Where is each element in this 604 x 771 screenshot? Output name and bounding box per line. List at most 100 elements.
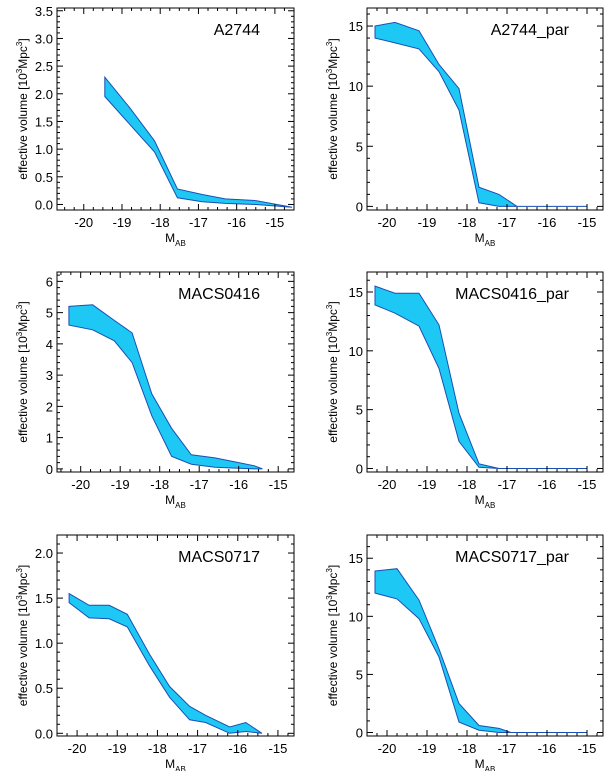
x-tick-label: -19 xyxy=(108,741,127,756)
y-tick-label: 2.5 xyxy=(35,59,53,74)
panel-2: -20 -19 -18 -17 -16 -15 0 5 10 15 A2744_par MAB effe… xyxy=(325,7,604,248)
x-tick-label: -20 xyxy=(71,477,90,492)
volume-band xyxy=(374,285,587,469)
y-axis-label-part: Mpc xyxy=(326,309,340,332)
y-axis-label-part: ] xyxy=(16,38,30,41)
y-tick-label: 10 xyxy=(349,79,363,94)
x-axis-label-main: M xyxy=(475,493,485,507)
y-axis-label-superscript: 3 xyxy=(15,68,24,73)
y-tick-label: 4 xyxy=(46,337,53,352)
y-tick-label: 15 xyxy=(349,19,363,34)
y-axis-label-part: ] xyxy=(326,38,340,41)
y-tick-label: 0.5 xyxy=(35,681,53,696)
y-tick-label: 1.5 xyxy=(35,591,53,606)
x-axis-label-main: M xyxy=(165,757,175,771)
x-axis-label-subscript: AB xyxy=(485,501,496,510)
x-tick-label: -19 xyxy=(111,477,130,492)
plot-frame xyxy=(56,534,295,737)
panel-title: A2744_par xyxy=(491,22,570,39)
y-tick-label: 0.0 xyxy=(35,726,53,741)
y-tick-label: 10 xyxy=(349,344,363,359)
y-axis-label-part: Mpc xyxy=(326,573,340,596)
y-tick-label: 5 xyxy=(46,306,53,321)
x-tick-label: -15 xyxy=(265,215,284,230)
y-tick-label: 1.0 xyxy=(35,636,53,651)
y-tick-label: 0.5 xyxy=(35,170,53,185)
plot-frame xyxy=(366,7,604,211)
y-tick-label: 3.5 xyxy=(35,4,53,19)
panel-3: -20 -19 -18 -17 -16 -15 0 1 2 3 4 5 6 MACS0416 MAB effe… xyxy=(15,271,295,510)
x-tick-label: -16 xyxy=(227,215,246,230)
x-tick-label: -15 xyxy=(578,477,597,492)
x-tick-label: -19 xyxy=(418,215,437,230)
x-tick-label: -19 xyxy=(113,215,132,230)
y-axis-label-part: ] xyxy=(16,565,30,568)
y-axis-label: effective volume [103Mpc3] xyxy=(15,38,30,179)
y-axis-label-part: Mpc xyxy=(16,573,30,596)
y-axis-label-superscript: 3 xyxy=(15,595,24,600)
x-tick-label: -17 xyxy=(498,215,517,230)
x-tick-label: -18 xyxy=(458,741,477,756)
y-tick-label: 3.0 xyxy=(35,31,53,46)
x-axis-label-subscript: AB xyxy=(485,765,496,771)
plot-frame xyxy=(366,271,604,473)
y-axis-label-part: Mpc xyxy=(326,46,340,69)
x-tick-label: -17 xyxy=(498,477,517,492)
x-tick-label: -16 xyxy=(538,477,557,492)
y-tick-label: 0 xyxy=(356,461,363,476)
x-axis-label: MAB xyxy=(475,757,496,771)
y-tick-label: 5 xyxy=(356,667,363,682)
y-axis-label-superscript: 3 xyxy=(15,568,24,573)
y-axis-label-part: effective volume [10 xyxy=(16,73,30,180)
y-axis-label-part: Mpc xyxy=(16,309,30,332)
y-axis-label-superscript: 3 xyxy=(325,595,334,600)
y-axis-label: effective volume [103Mpc3] xyxy=(325,565,340,706)
y-tick-label: 6 xyxy=(46,274,53,289)
x-tick-label: -20 xyxy=(74,215,93,230)
x-tick-label: -17 xyxy=(498,741,517,756)
y-tick-label: 5 xyxy=(356,139,363,154)
panel-1: -20 -19 -18 -17 -16 -15 0.0 0.5 1.0 1.5 2.0 2.5 3.0 3… xyxy=(15,4,295,248)
panel-title: MACS0717_par xyxy=(455,549,570,566)
y-tick-label: 2.0 xyxy=(35,87,53,102)
x-axis-label-subscript: AB xyxy=(485,239,496,248)
y-axis-label-superscript: 3 xyxy=(15,304,24,309)
y-tick-label: 0 xyxy=(356,199,363,214)
x-axis-label-subscript: AB xyxy=(175,239,186,248)
volume-band xyxy=(374,568,587,733)
x-tick-label: -15 xyxy=(269,477,288,492)
y-tick-label: 5 xyxy=(356,403,363,418)
y-axis-label-superscript: 3 xyxy=(15,41,24,46)
x-tick-label: -16 xyxy=(229,477,248,492)
y-tick-label: 0 xyxy=(356,726,363,741)
y-axis-label-superscript: 3 xyxy=(325,68,334,73)
x-tick-label: -15 xyxy=(578,741,597,756)
plot-frame xyxy=(56,7,295,211)
volume-band xyxy=(68,304,263,470)
x-tick-label: -19 xyxy=(418,477,437,492)
y-axis-label-part: ] xyxy=(16,301,30,304)
x-axis-label: MAB xyxy=(165,231,186,248)
y-tick-label: 1 xyxy=(46,431,53,446)
y-axis-label-superscript: 3 xyxy=(325,304,334,309)
x-tick-label: -18 xyxy=(151,215,170,230)
x-tick-label: -17 xyxy=(189,215,208,230)
x-tick-label: -15 xyxy=(578,215,597,230)
x-tick-label: -16 xyxy=(538,215,557,230)
y-axis-label-superscript: 3 xyxy=(325,41,334,46)
plot-frame xyxy=(56,271,295,473)
x-axis-label-main: M xyxy=(475,231,485,245)
x-tick-label: -19 xyxy=(418,741,437,756)
y-axis-label: effective volume [103Mpc3] xyxy=(325,38,340,179)
y-tick-label: 1.5 xyxy=(35,114,53,129)
y-tick-label: 2 xyxy=(46,399,53,414)
x-tick-label: -16 xyxy=(538,741,557,756)
y-axis-label-superscript: 3 xyxy=(325,331,334,336)
x-tick-label: -17 xyxy=(190,477,209,492)
y-tick-label: 0.0 xyxy=(35,197,53,212)
x-axis-label-main: M xyxy=(165,231,175,245)
x-axis-label: MAB xyxy=(475,231,496,248)
y-tick-label: 0 xyxy=(46,462,53,477)
x-axis-label-main: M xyxy=(165,493,175,507)
